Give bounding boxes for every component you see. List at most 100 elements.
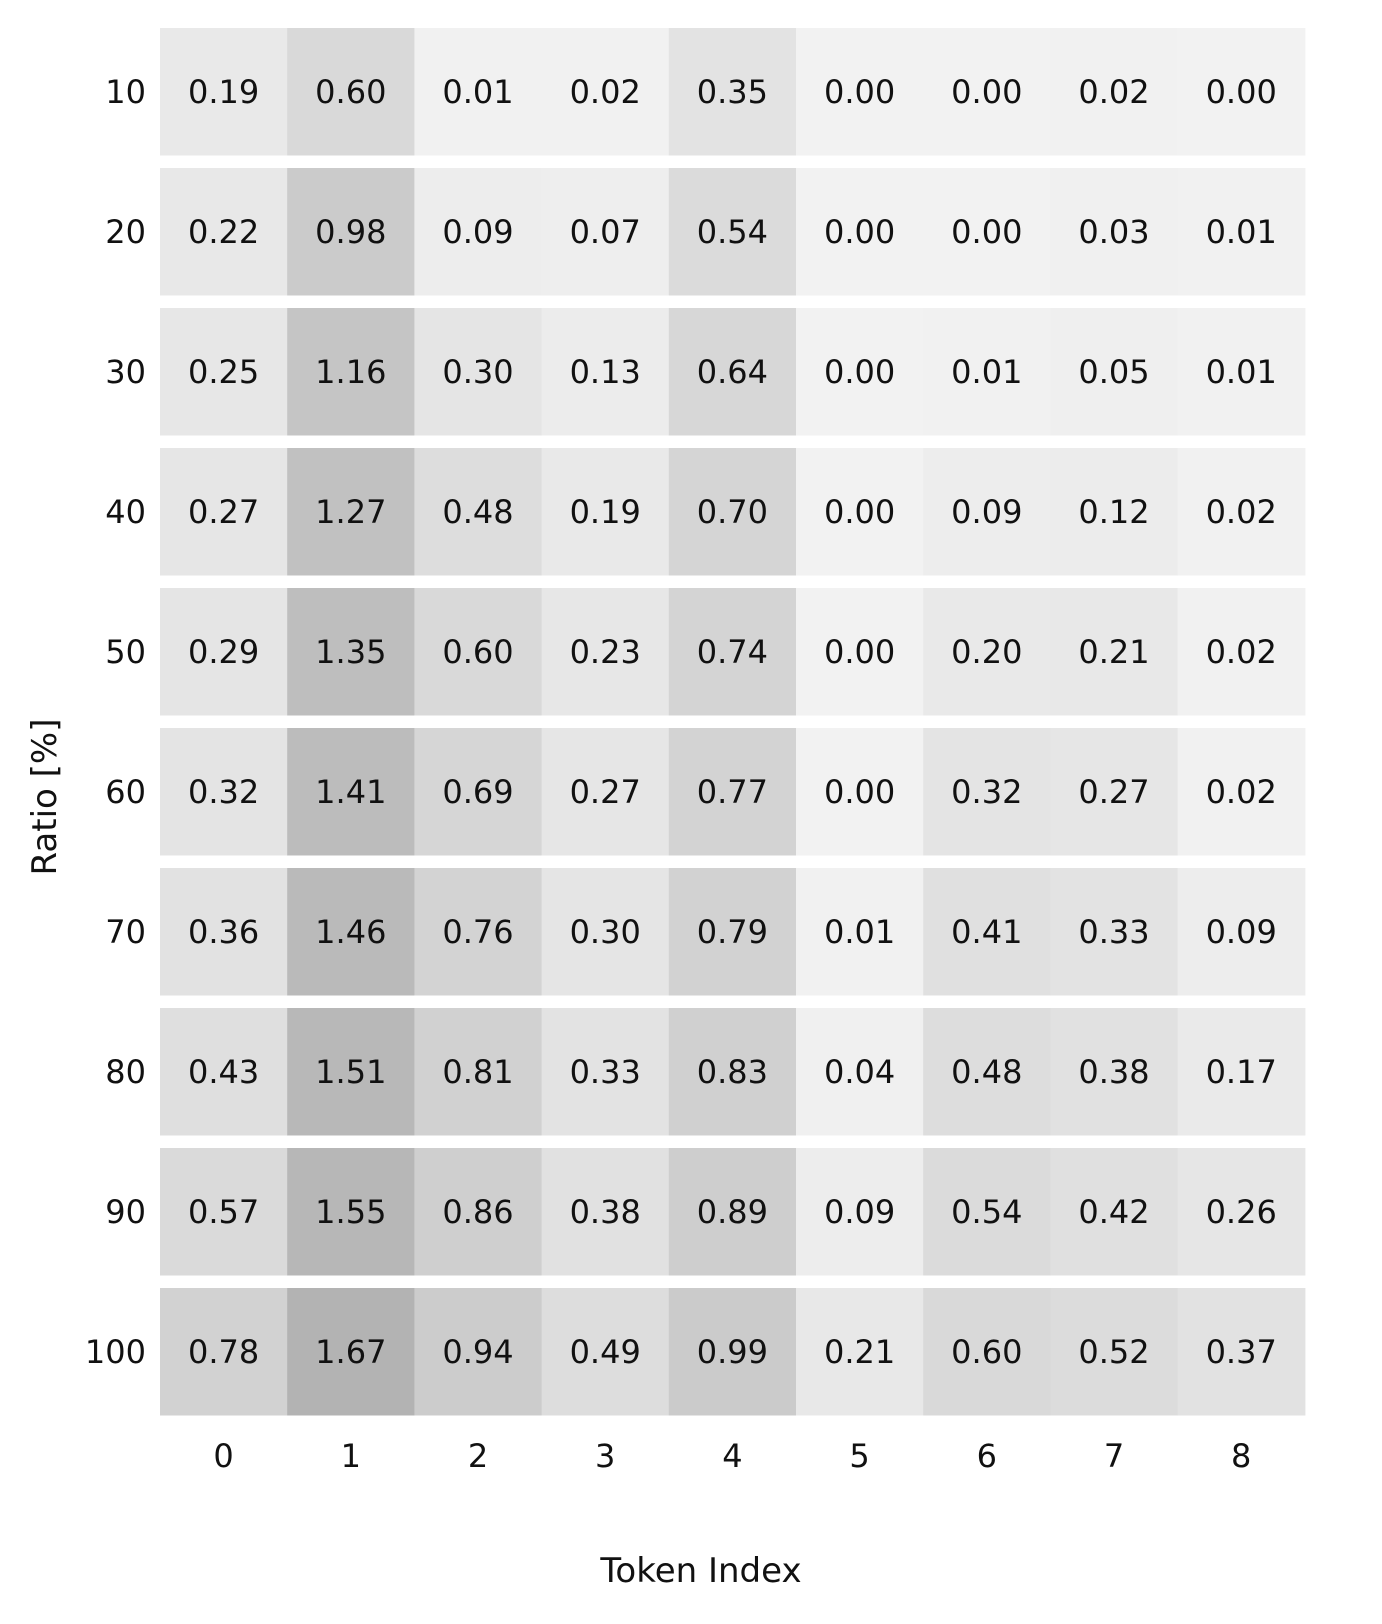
cell-value-label: 0.04: [824, 1053, 895, 1091]
cell-value-label: 0.30: [442, 353, 513, 391]
cell-value-label: 0.17: [1206, 1053, 1277, 1091]
cell-value-label: 0.98: [315, 213, 386, 251]
heatmap-cell: [541, 1148, 670, 1276]
cell-value-label: 0.00: [951, 213, 1022, 251]
cell-value-label: 0.79: [697, 913, 768, 951]
heatmap-cell: [1177, 308, 1306, 436]
y-tick-label: 20: [105, 213, 146, 251]
cell-value-label: 0.23: [570, 633, 641, 671]
cell-value-label: 0.35: [697, 73, 768, 111]
cell-value-label: 0.01: [442, 73, 513, 111]
cell-value-label: 0.76: [442, 913, 513, 951]
cell-value-label: 0.69: [442, 773, 513, 811]
heatmap-cell: [923, 588, 1051, 716]
cell-value-label: 0.00: [824, 493, 895, 531]
heatmap-cell: [1177, 1008, 1306, 1136]
heatmap-cell: [1050, 308, 1179, 436]
y-tick-label: 100: [85, 1333, 146, 1371]
heatmap-cell: [796, 1288, 924, 1416]
cell-value-label: 0.27: [570, 773, 641, 811]
heatmap-cell: [414, 868, 543, 996]
heatmap-cell: [923, 1288, 1051, 1416]
cell-value-label: 0.00: [1206, 73, 1277, 111]
cell-value-label: 0.38: [570, 1193, 641, 1231]
cell-value-label: 0.41: [951, 913, 1022, 951]
heatmap-cell: [1050, 588, 1179, 716]
cell-value-label: 0.42: [1078, 1193, 1149, 1231]
cell-value-label: 0.86: [442, 1193, 513, 1231]
heatmap-cell: [796, 728, 924, 856]
heatmap-cell: [287, 1288, 415, 1416]
cell-value-label: 0.09: [1206, 913, 1277, 951]
heatmap-cell: [414, 1008, 543, 1136]
heatmap-cell: [1177, 588, 1306, 716]
heatmap-cell: [160, 308, 288, 436]
cell-value-label: 0.21: [824, 1333, 895, 1371]
heatmap-cell: [541, 168, 670, 296]
cell-value-label: 0.02: [1206, 493, 1277, 531]
cell-value-label: 0.36: [188, 913, 259, 951]
heatmap-cell: [287, 28, 415, 156]
cell-value-label: 1.46: [315, 913, 386, 951]
cell-value-label: 0.99: [697, 1333, 768, 1371]
heatmap-cell: [287, 308, 415, 436]
cell-value-label: 0.83: [697, 1053, 768, 1091]
heatmap-cell: [414, 588, 543, 716]
heatmap-cell: [668, 168, 797, 296]
heatmap-cell: [414, 28, 543, 156]
x-tick-label: 5: [849, 1437, 869, 1475]
heatmap-cell: [1177, 168, 1306, 296]
heatmap-cell: [541, 728, 670, 856]
cell-value-label: 0.00: [824, 353, 895, 391]
heatmap-cell: [923, 28, 1051, 156]
cell-value-label: 0.01: [1206, 213, 1277, 251]
heatmap-cell: [668, 728, 797, 856]
heatmap-cell: [541, 1008, 670, 1136]
cell-value-label: 0.05: [1078, 353, 1149, 391]
cell-value-label: 1.35: [315, 633, 386, 671]
cell-value-label: 1.55: [315, 1193, 386, 1231]
cell-value-label: 0.00: [951, 73, 1022, 111]
heatmap-cell: [287, 1008, 415, 1136]
cell-value-label: 0.19: [188, 73, 259, 111]
cell-value-label: 0.09: [442, 213, 513, 251]
y-tick-label: 30: [105, 353, 146, 391]
heatmap-cell: [1177, 28, 1306, 156]
heatmap-cell: [923, 168, 1051, 296]
cell-value-label: 0.09: [951, 493, 1022, 531]
heatmap-cell: [287, 868, 415, 996]
cell-value-label: 0.02: [1206, 773, 1277, 811]
heatmap-cell: [414, 308, 543, 436]
cell-value-label: 1.51: [315, 1053, 386, 1091]
cell-value-label: 0.94: [442, 1333, 513, 1371]
cell-value-label: 0.33: [570, 1053, 641, 1091]
heatmap-cell: [668, 868, 797, 996]
x-tick-label: 7: [1104, 1437, 1124, 1475]
heatmap-cell: [160, 1008, 288, 1136]
heatmap-cell: [287, 168, 415, 296]
heatmap-cell: [1050, 28, 1179, 156]
cell-value-label: 1.67: [315, 1333, 386, 1371]
cell-value-label: 0.37: [1206, 1333, 1277, 1371]
heatmap-cell: [668, 308, 797, 436]
cell-value-label: 0.25: [188, 353, 259, 391]
cell-value-label: 0.60: [442, 633, 513, 671]
heatmap-cell: [1050, 728, 1179, 856]
heatmap-cell: [160, 728, 288, 856]
heatmap-cell: [668, 1288, 797, 1416]
heatmap-cell: [923, 868, 1051, 996]
heatmap-cell-labels: 0.19 0.60 0.01 0.02 0.35 0.00 0.00 0.02 0.00 0.22…: [188, 73, 1277, 1371]
y-tick-label: 80: [105, 1053, 146, 1091]
cell-value-label: 1.41: [315, 773, 386, 811]
heatmap-cell: [1177, 1148, 1306, 1276]
cell-value-label: 0.78: [188, 1333, 259, 1371]
cell-value-label: 0.48: [442, 493, 513, 531]
cell-value-label: 0.81: [442, 1053, 513, 1091]
cell-value-label: 0.19: [570, 493, 641, 531]
heatmap-cell: [1177, 448, 1306, 576]
cell-value-label: 0.07: [570, 213, 641, 251]
cell-value-label: 0.57: [188, 1193, 259, 1231]
heatmap-cell: [1050, 448, 1179, 576]
heatmap-cell: [160, 28, 288, 156]
cell-value-label: 0.43: [188, 1053, 259, 1091]
